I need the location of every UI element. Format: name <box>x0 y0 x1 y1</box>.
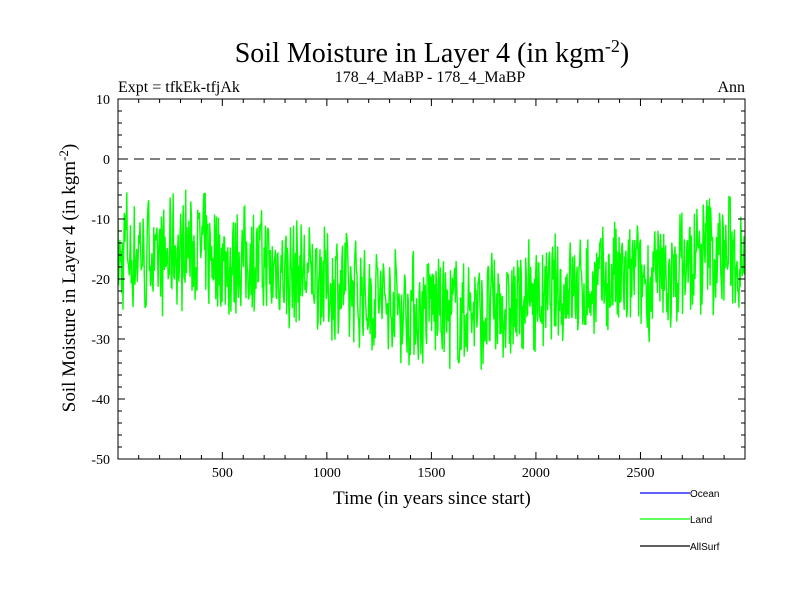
season-label: Ann <box>717 79 745 96</box>
legend-label-land: Land <box>690 515 712 526</box>
y-axis-label: Soil Moisture in Layer 4 (in kgm-2) <box>56 144 80 412</box>
x-axis-label: Time (in years since start) <box>333 488 531 509</box>
chart-title: Soil Moisture in Layer 4 (in kgm-2) <box>235 36 630 69</box>
x-tick-label: 500 <box>212 466 233 481</box>
x-tick-label: 1000 <box>313 466 341 481</box>
experiment-label: Expt = tfkEk-tfjAk <box>118 79 240 96</box>
y-tick-label: -20 <box>91 273 110 288</box>
y-tick-label: 0 <box>103 153 110 168</box>
y-tick-label: 10 <box>96 93 110 108</box>
x-tick-label: 2500 <box>626 466 654 481</box>
legend-label-allsurf: AllSurf <box>690 542 720 553</box>
y-tick-label: -30 <box>91 333 110 348</box>
subtitle-center: 178_4_MaBP - 178_4_MaBP <box>335 69 526 86</box>
y-tick-label: -10 <box>91 213 110 228</box>
legend-label-ocean: Ocean <box>690 489 719 500</box>
x-tick-label: 2000 <box>522 466 550 481</box>
x-tick-label: 1500 <box>417 466 445 481</box>
y-tick-label: -50 <box>91 453 110 468</box>
y-tick-label: -40 <box>91 393 110 408</box>
land-series-line <box>118 189 745 370</box>
